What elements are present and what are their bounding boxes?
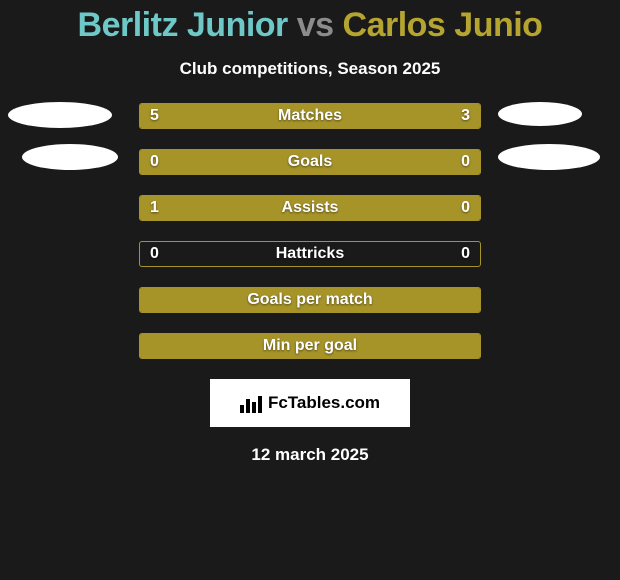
stat-bar: Matches <box>139 103 481 129</box>
page-title: Berlitz Junior vs Carlos Junio <box>0 6 620 45</box>
subtitle: Club competitions, Season 2025 <box>0 59 620 79</box>
vs-label: vs <box>297 6 334 44</box>
stat-right-value: 3 <box>461 103 470 129</box>
stat-row: Hattricks0 0 <box>0 241 620 267</box>
logo-text: FcTables.com <box>268 393 380 413</box>
stats-rows: Matches53Goals00Assists10Hattricks00Goal… <box>0 103 620 359</box>
stat-label: Matches <box>140 104 480 128</box>
stat-right-value: 0 <box>461 241 470 267</box>
decoration-blob-right <box>498 102 582 126</box>
stat-label: Assists <box>140 196 480 220</box>
stat-label: Hattricks <box>140 242 480 266</box>
stat-left-value: 5 <box>150 103 159 129</box>
stat-bar: Goals per match <box>139 287 481 313</box>
date-label: 12 march 2025 <box>0 445 620 465</box>
stat-bar: Min per goal <box>139 333 481 359</box>
stat-row: Goals0 0 <box>0 149 620 175</box>
player2-name: Carlos Junio <box>343 6 543 44</box>
decoration-blob-left <box>8 102 112 128</box>
decoration-blob-left <box>22 144 118 170</box>
stat-right-value: 0 <box>461 195 470 221</box>
player1-name: Berlitz Junior <box>78 6 288 44</box>
stat-bar: Assists <box>139 195 481 221</box>
stat-label: Goals per match <box>140 288 480 312</box>
stat-left-value: 1 <box>150 195 159 221</box>
stat-bar: Goals <box>139 149 481 175</box>
fctables-logo: FcTables.com <box>210 379 410 427</box>
decoration-blob-right <box>498 144 600 170</box>
stat-row: Matches5 3 <box>0 103 620 129</box>
stat-label: Min per goal <box>140 334 480 358</box>
stat-label: Goals <box>140 150 480 174</box>
stat-right-value: 0 <box>461 149 470 175</box>
stat-left-value: 0 <box>150 149 159 175</box>
stat-row: Goals per match <box>0 287 620 313</box>
stat-row: Assists1 0 <box>0 195 620 221</box>
chart-icon <box>240 393 262 413</box>
stat-left-value: 0 <box>150 241 159 267</box>
stat-bar: Hattricks <box>139 241 481 267</box>
stat-row: Min per goal <box>0 333 620 359</box>
